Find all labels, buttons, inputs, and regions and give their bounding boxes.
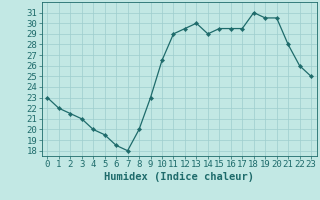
X-axis label: Humidex (Indice chaleur): Humidex (Indice chaleur) xyxy=(104,172,254,182)
